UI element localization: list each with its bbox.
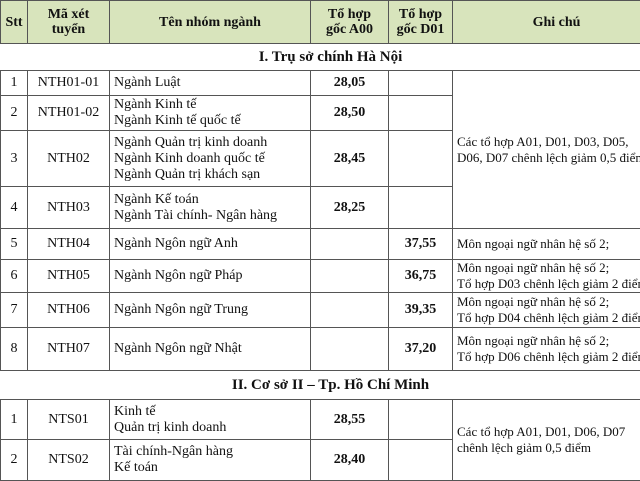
a00-score-cell: 28,40 (311, 440, 389, 481)
note-cell: Môn ngoại ngữ nhân hệ số 2;Tổ hợp D04 ch… (453, 293, 640, 328)
section-row: I. Trụ sở chính Hà Nội (1, 44, 640, 71)
a00-score-cell (311, 328, 389, 371)
d01-score-cell (389, 187, 453, 229)
stt-cell: 1 (1, 71, 28, 96)
code-cell: NTH04 (28, 229, 110, 260)
d01-score-cell: 39,35 (389, 293, 453, 328)
stt-cell: 3 (1, 131, 28, 187)
code-cell: NTH03 (28, 187, 110, 229)
header-name: Tên nhóm ngành (110, 1, 311, 44)
a00-score-cell: 28,55 (311, 400, 389, 440)
code-cell: NTH02 (28, 131, 110, 187)
d01-score-cell (389, 440, 453, 481)
code-cell: NTH07 (28, 328, 110, 371)
a00-score-cell (311, 293, 389, 328)
a00-score-cell: 28,25 (311, 187, 389, 229)
name-cell: Ngành Ngôn ngữ Nhật (110, 328, 311, 371)
stt-cell: 7 (1, 293, 28, 328)
name-cell: Ngành Ngôn ngữ Pháp (110, 260, 311, 293)
code-cell: NTS01 (28, 400, 110, 440)
d01-score-cell: 37,20 (389, 328, 453, 371)
code-cell: NTH06 (28, 293, 110, 328)
section-title: II. Cơ sở II – Tp. Hồ Chí Minh (1, 371, 640, 400)
header-note: Ghi chú (453, 1, 640, 44)
code-cell: NTH01-01 (28, 71, 110, 96)
header-stt: Stt (1, 1, 28, 44)
section-title: I. Trụ sở chính Hà Nội (1, 44, 640, 71)
stt-cell: 8 (1, 328, 28, 371)
d01-score-cell: 36,75 (389, 260, 453, 293)
a00-score-cell: 28,45 (311, 131, 389, 187)
stt-cell: 2 (1, 440, 28, 481)
name-cell: Ngành Luật (110, 71, 311, 96)
a00-score-cell: 28,50 (311, 96, 389, 131)
group-note-cell: Các tổ hợp A01, D01, D03, D05,D06, D07 c… (453, 71, 640, 229)
note-cell: Môn ngoại ngữ nhân hệ số 2;Tổ hợp D06 ch… (453, 328, 640, 371)
a00-score-cell (311, 229, 389, 260)
code-cell: NTS02 (28, 440, 110, 481)
note-cell: Môn ngoại ngữ nhân hệ số 2; (453, 229, 640, 260)
a00-score-cell: 28,05 (311, 71, 389, 96)
name-cell: Ngành Ngôn ngữ Anh (110, 229, 311, 260)
stt-cell: 1 (1, 400, 28, 440)
d01-score-cell (389, 131, 453, 187)
d01-score-cell: 37,55 (389, 229, 453, 260)
stt-cell: 4 (1, 187, 28, 229)
section-row: II. Cơ sở II – Tp. Hồ Chí Minh (1, 371, 640, 400)
d01-score-cell (389, 96, 453, 131)
code-cell: NTH05 (28, 260, 110, 293)
a00-score-cell (311, 260, 389, 293)
d01-score-cell (389, 400, 453, 440)
d01-score-cell (389, 71, 453, 96)
code-cell: NTH01-02 (28, 96, 110, 131)
note-cell: Môn ngoại ngữ nhân hệ số 2;Tổ hợp D03 ch… (453, 260, 640, 293)
stt-cell: 6 (1, 260, 28, 293)
name-cell: Ngành Ngôn ngữ Trung (110, 293, 311, 328)
stt-cell: 5 (1, 229, 28, 260)
stt-cell: 2 (1, 96, 28, 131)
